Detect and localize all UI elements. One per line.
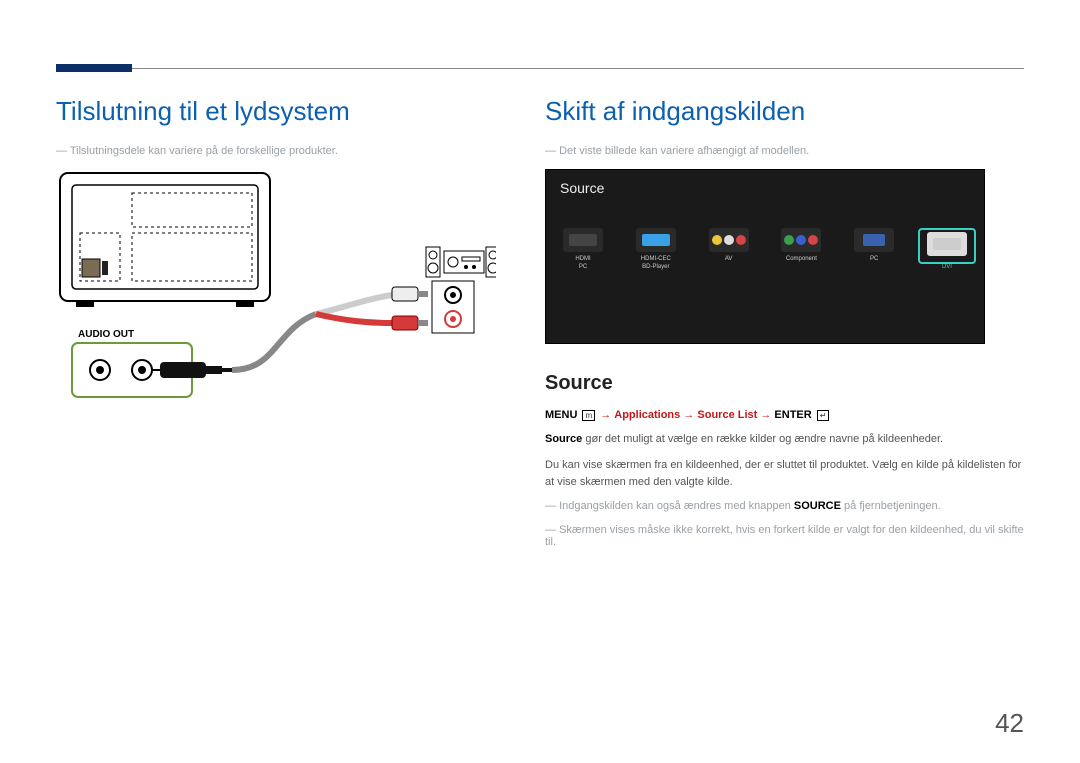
paragraph-1: Source gør det muligt at vælge en række … <box>545 431 1025 449</box>
enter-label: ENTER <box>774 409 811 421</box>
dash-note-1-bold: SOURCE <box>794 500 841 512</box>
source-item-component: Component <box>772 228 830 264</box>
dash-note-2-pre: Skærmen vises måske ikke korrekt, hvis e… <box>545 524 1024 548</box>
enter-icon: ↵ <box>817 410 830 421</box>
source-label: DVI <box>918 264 976 272</box>
dash-note-1: Indgangskilden kan også ændres med knapp… <box>545 500 1025 512</box>
source-label: AV <box>700 256 758 264</box>
cec-icon <box>636 228 676 252</box>
page-number: 42 <box>995 708 1024 739</box>
menu-icon: m <box>582 410 595 421</box>
dash-note-2: Skærmen vises måske ikke korrekt, hvis e… <box>545 524 1025 548</box>
source-screen: Source HDMIPC HDMI-CECBD-Player AV Com <box>545 169 985 344</box>
menu-label: MENU <box>545 409 577 421</box>
section-heading-source: Source <box>545 372 1025 395</box>
source-item-dvi: DVI <box>918 228 976 272</box>
top-rule <box>56 68 1024 69</box>
dvi-selected-frame <box>918 228 976 264</box>
source-item-cec: HDMI-CECBD-Player <box>627 228 685 272</box>
source-label: HDMI-CECBD-Player <box>627 256 685 272</box>
source-item-av: AV <box>700 228 758 264</box>
paragraph-2: Du kan vise skærmen fra en kildeenhed, d… <box>545 457 1025 492</box>
dash-note-1-pre: Indgangskilden kan også ændres med knapp… <box>559 500 794 512</box>
source-icon-row: HDMIPC HDMI-CECBD-Player AV Component <box>554 228 976 272</box>
source-label: PC <box>845 256 903 264</box>
pc-icon <box>854 228 894 252</box>
source-list-label: Source List <box>697 409 757 421</box>
source-item-pc: PC <box>845 228 903 264</box>
av-icon <box>709 228 749 252</box>
audio-diagram-svg: AUDIO OUT <box>56 169 496 419</box>
source-screen-title: Source <box>560 180 604 196</box>
source-item-hdmi: HDMIPC <box>554 228 612 272</box>
right-heading: Skift af indgangskilden <box>545 96 1025 127</box>
left-column: Tilslutning til et lydsystem Tilslutning… <box>56 96 506 424</box>
left-note: Tilslutningsdele kan variere på de forsk… <box>56 145 506 157</box>
dvi-icon <box>927 232 967 256</box>
menu-path: MENU m → Applications → Source List → EN… <box>545 409 1025 421</box>
hdmi-icon <box>563 228 603 252</box>
arrow-icon: → <box>683 409 694 421</box>
arrow-icon: → <box>600 409 611 421</box>
left-heading: Tilslutning til et lydsystem <box>56 96 506 127</box>
top-accent-bar <box>56 64 132 72</box>
audio-connection-diagram: AUDIO OUT <box>56 169 506 424</box>
applications-label: Applications <box>614 409 680 421</box>
right-column: Skift af indgangskilden Det viste billed… <box>545 96 1025 560</box>
right-note: Det viste billede kan variere afhængigt … <box>545 145 1025 157</box>
dash-note-1-post: på fjernbetjeningen. <box>841 500 941 512</box>
component-icon <box>781 228 821 252</box>
source-label: Component <box>772 256 830 264</box>
bold-source: Source <box>545 433 582 445</box>
audio-out-label: AUDIO OUT <box>78 329 134 340</box>
arrow-icon: → <box>760 409 771 421</box>
source-label: HDMIPC <box>554 256 612 272</box>
paragraph-1-text: gør det muligt at vælge en række kilder … <box>582 433 943 445</box>
